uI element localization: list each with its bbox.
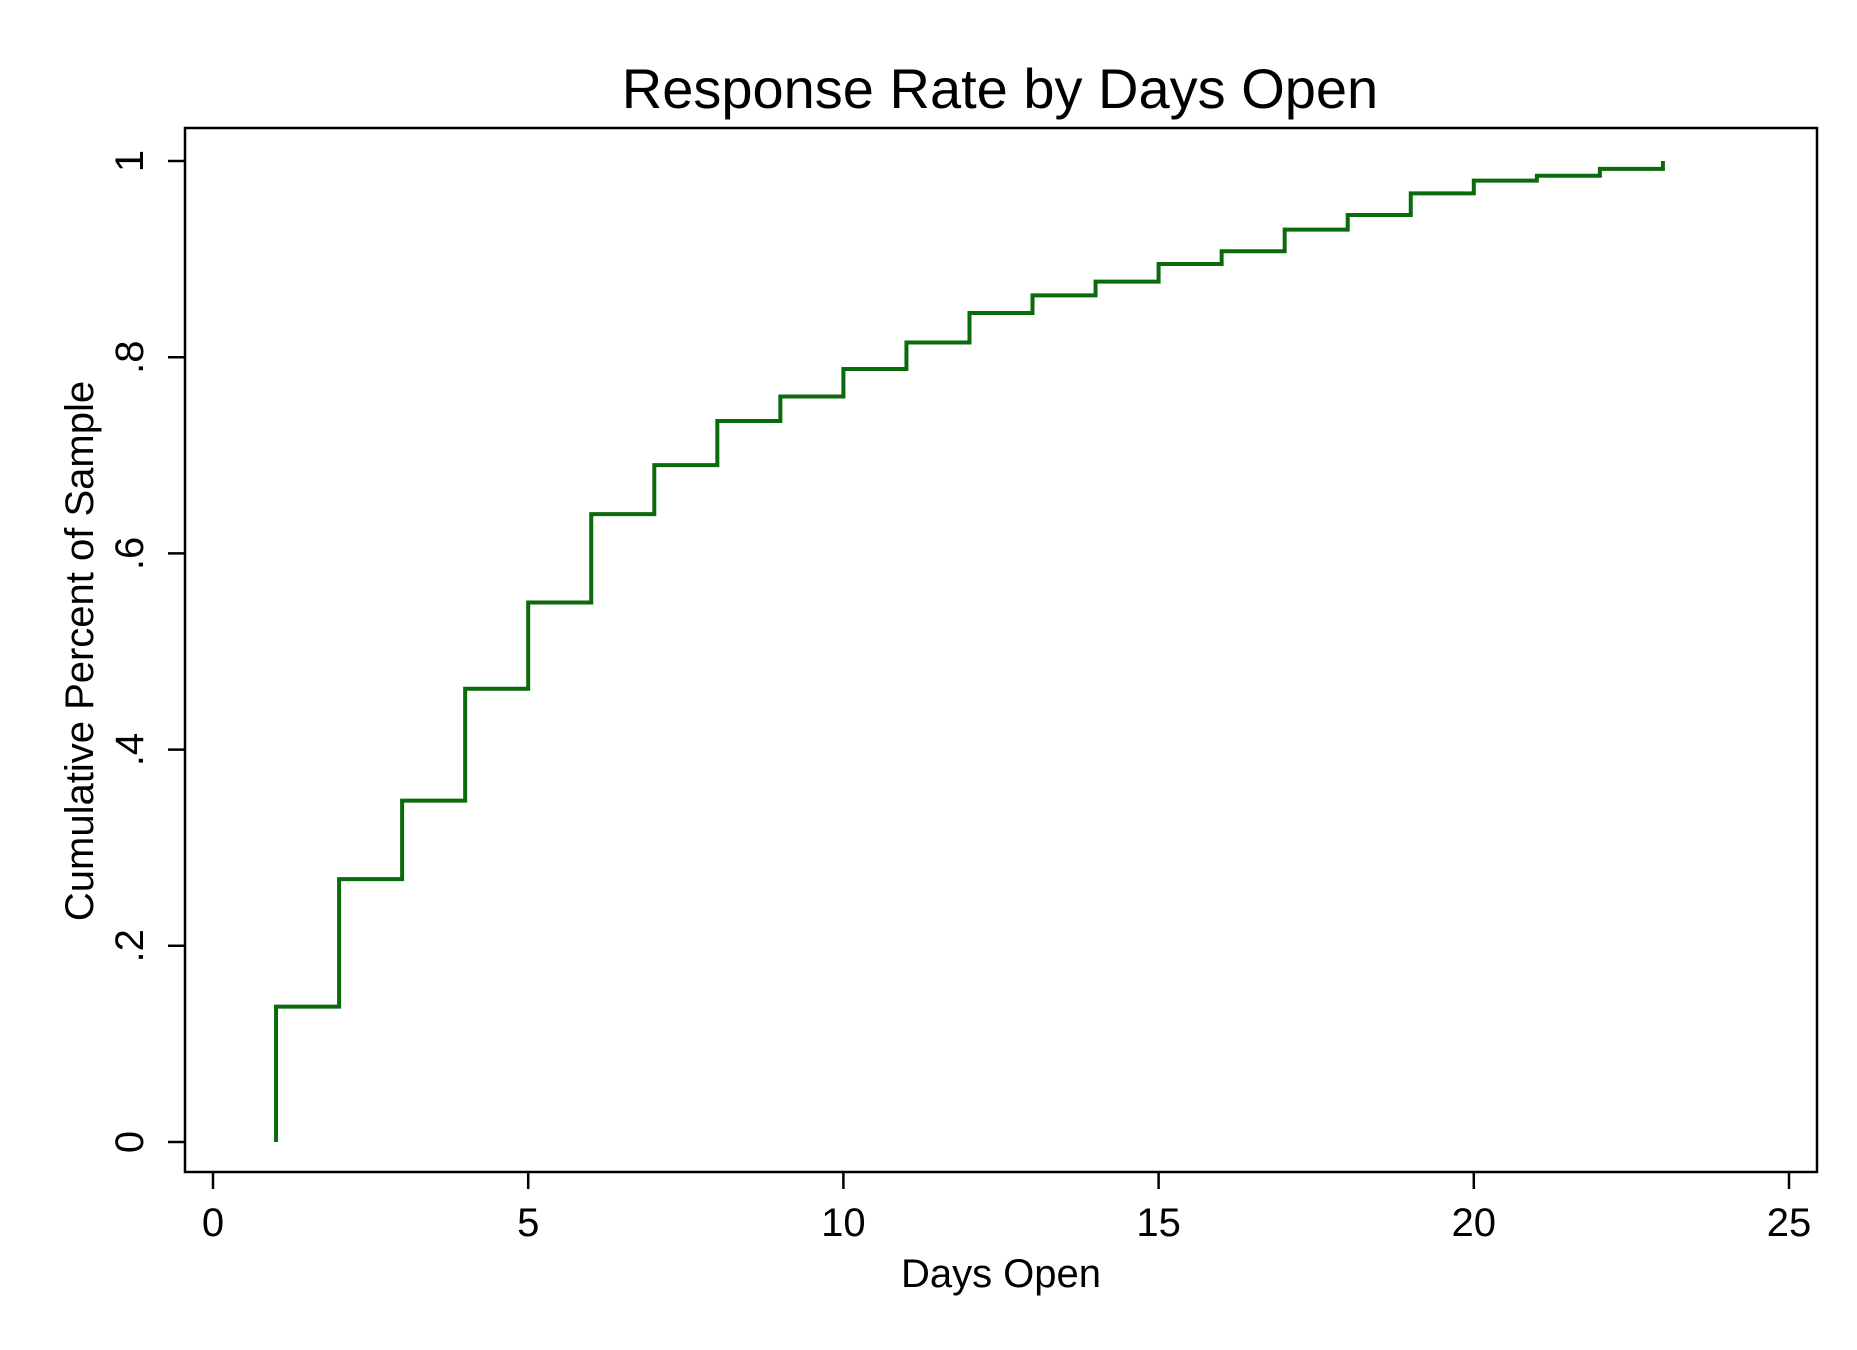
y-tick-label: 0 <box>108 1131 152 1153</box>
y-axis-label: Cumulative Percent of Sample <box>58 381 102 921</box>
y-axis: 0 .2 .4 .6 .8 1 <box>108 150 185 1153</box>
x-tick-label: 10 <box>821 1201 866 1245</box>
y-tick-label: .6 <box>108 537 152 570</box>
series-step-line <box>274 161 1665 1142</box>
x-tick-label: 25 <box>1767 1201 1812 1245</box>
y-tick-label: 1 <box>108 150 152 172</box>
y-tick-label: .4 <box>108 733 152 766</box>
plot-frame <box>183 126 1819 1174</box>
chart-title: Response Rate by Days Open <box>622 57 1378 120</box>
x-axis: 0 5 10 15 20 25 <box>202 1172 1811 1245</box>
x-tick-label: 20 <box>1452 1201 1497 1245</box>
y-tick-label: .2 <box>108 929 152 962</box>
x-axis-label: Days Open <box>901 1252 1101 1296</box>
x-tick-label: 15 <box>1136 1201 1181 1245</box>
x-tick-label: 0 <box>202 1201 224 1245</box>
y-tick-label: .8 <box>108 341 152 374</box>
x-tick-label: 5 <box>517 1201 539 1245</box>
